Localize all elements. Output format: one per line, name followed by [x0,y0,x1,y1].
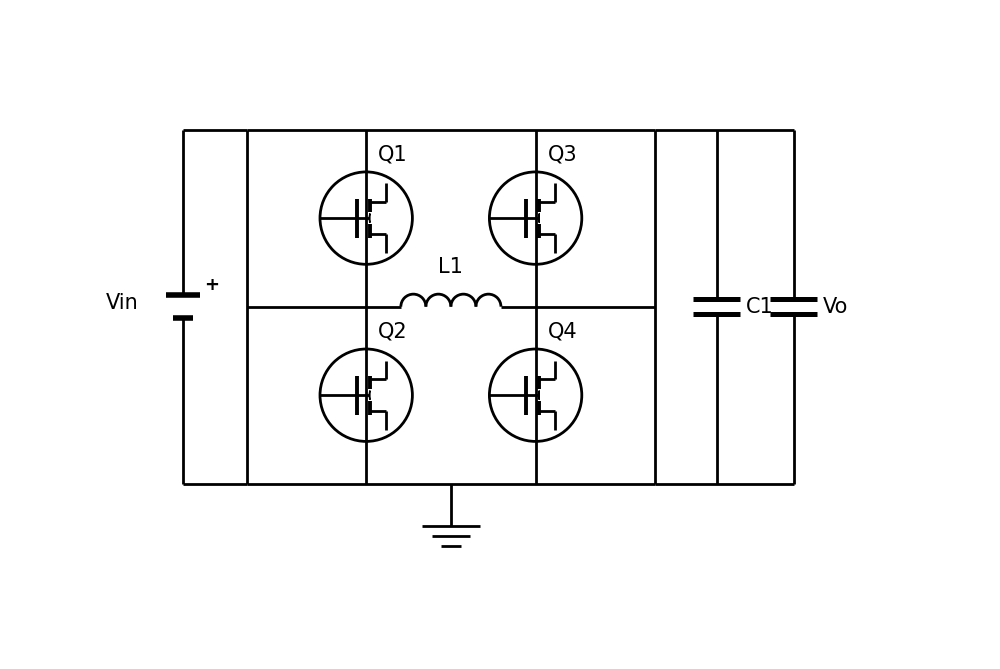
Text: Vo: Vo [823,296,848,316]
Text: Q4: Q4 [548,321,577,341]
Text: L1: L1 [438,258,463,278]
Text: Q1: Q1 [378,145,408,164]
Text: Q3: Q3 [548,145,577,164]
Text: C1: C1 [746,296,774,316]
Text: +: + [204,276,219,294]
Text: Q2: Q2 [378,321,408,341]
Text: Vin: Vin [106,293,139,313]
